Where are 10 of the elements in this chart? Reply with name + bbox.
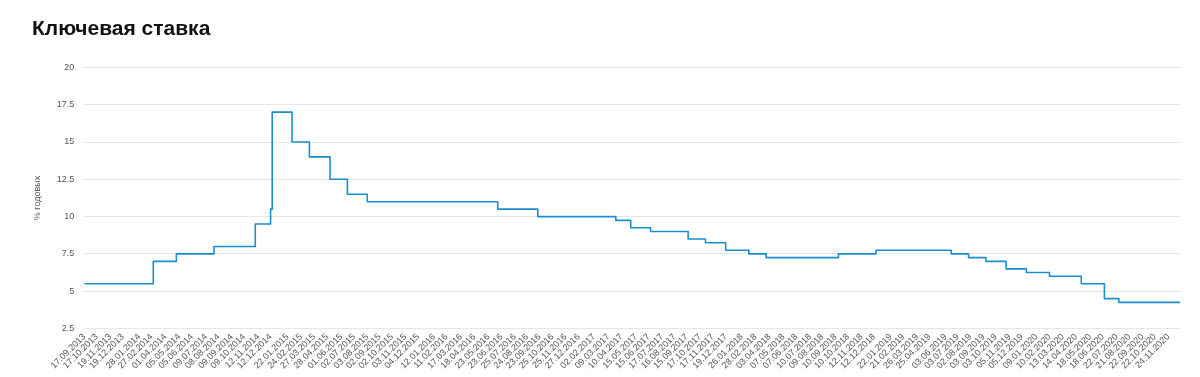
y-tick-label: 20 — [64, 61, 75, 72]
y-tick-label: 10 — [64, 211, 75, 222]
y-tick-label: 2.5 — [61, 323, 75, 333]
y-tick-label: 17.5 — [56, 99, 75, 110]
y-tick-label: 7.5 — [61, 248, 75, 259]
y-tick-label: 15 — [64, 136, 75, 147]
chart-title: Ключевая ставка — [32, 16, 211, 40]
y-axis-title: % годовых — [31, 175, 42, 221]
y-tick-label: 5 — [69, 285, 75, 296]
y-tick-label: 12.5 — [56, 173, 75, 184]
